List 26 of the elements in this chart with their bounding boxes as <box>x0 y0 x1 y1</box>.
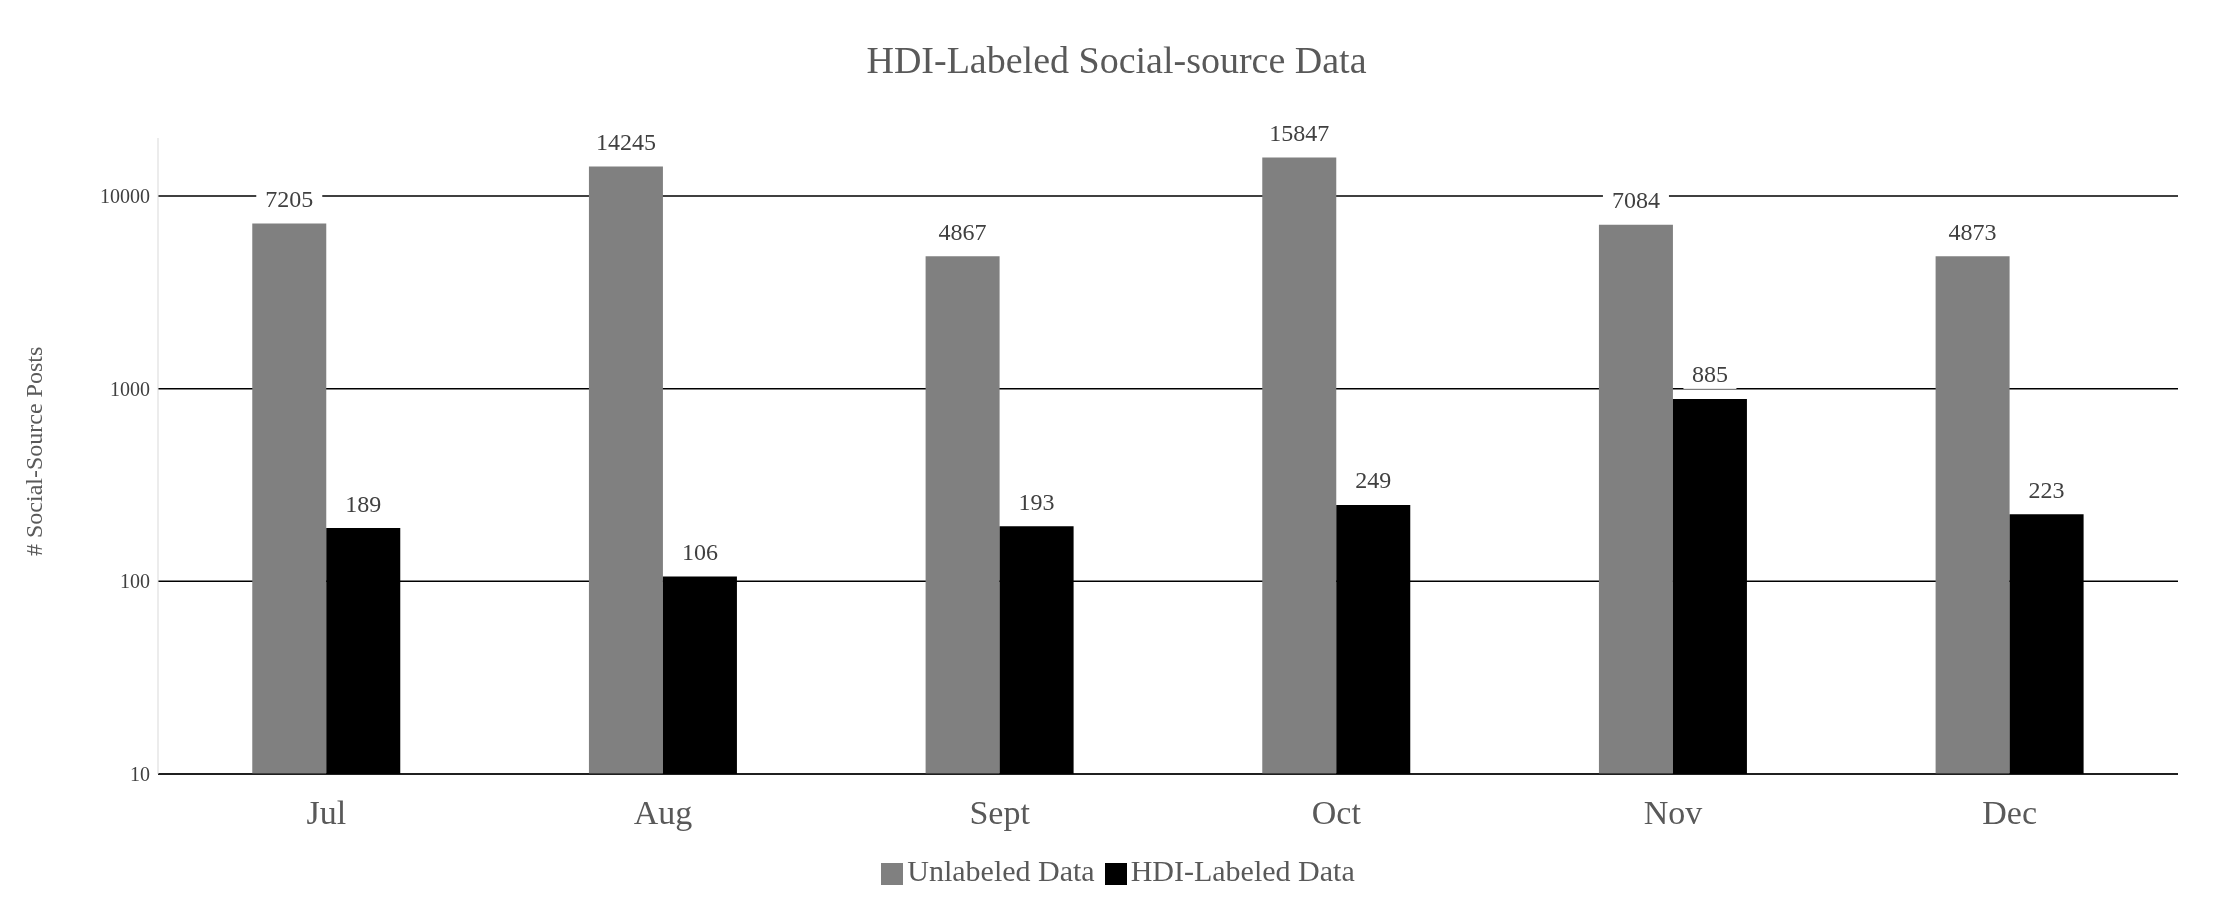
data-label: 14245 <box>595 128 656 155</box>
data-label: 4867 <box>938 218 987 245</box>
x-tick-label: Sept <box>969 794 1031 832</box>
data-label: 223 <box>2028 476 2065 503</box>
x-tick-label: Aug <box>633 794 693 832</box>
data-label: 193 <box>1018 488 1055 515</box>
y-axis-title: # Social-Source Posts <box>20 346 47 556</box>
data-label: 7084 <box>1611 187 1660 214</box>
x-tick-label: Jul <box>306 794 347 832</box>
x-tick-label: Oct <box>1311 794 1362 832</box>
data-label: 4873 <box>1948 218 1997 245</box>
x-tick-label: Dec <box>1982 794 2038 832</box>
x-tick-label: Nov <box>1643 794 1703 832</box>
legend-label: Unlabeled Data <box>907 854 1095 887</box>
data-label: 249 <box>1355 467 1392 494</box>
data-label: 7205 <box>265 185 314 212</box>
data-label: 885 <box>1691 361 1728 388</box>
data-label: 189 <box>345 490 382 517</box>
data-label: 106 <box>681 538 718 565</box>
y-tick-label: 100 <box>120 570 150 593</box>
legend-label: HDI-Labeled Data <box>1130 854 1355 887</box>
y-tick-label: 1000 <box>110 377 150 400</box>
data-label: 15847 <box>1269 119 1330 146</box>
y-tick-label: 10000 <box>100 185 150 208</box>
chart-title: HDI-Labeled Social-source Data <box>865 38 1368 83</box>
y-tick-label: 10 <box>130 763 150 786</box>
